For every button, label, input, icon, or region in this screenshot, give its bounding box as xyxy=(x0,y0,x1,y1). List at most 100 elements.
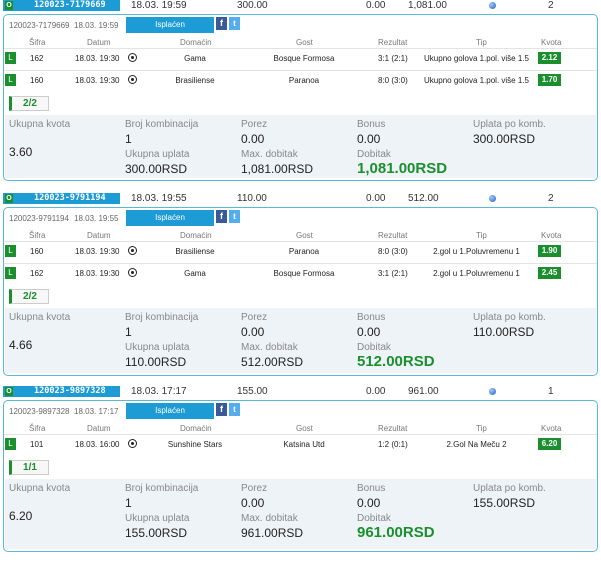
column-header-datum: Datum xyxy=(87,424,111,433)
paid-status-button[interactable]: Isplaćen xyxy=(126,403,214,419)
porez-label: Porez xyxy=(241,119,268,130)
max-dobitak-value: 1,081.00RSD xyxy=(241,162,314,176)
facebook-share-icon[interactable]: f xyxy=(216,403,227,416)
paid-status-button[interactable]: Isplaćen xyxy=(126,17,214,33)
ticket-payout: 1,081.00 xyxy=(408,0,447,11)
home-team: Gama xyxy=(184,54,206,63)
ticket-header: 120023-9791194 18.03. 19:55 Isplaćen f t xyxy=(4,208,597,228)
facebook-share-icon[interactable]: f xyxy=(216,17,227,30)
home-team: Brasiliense xyxy=(175,247,215,256)
max-dobitak-value: 512.00RSD xyxy=(241,355,304,369)
combination-button[interactable]: 2/2 xyxy=(9,96,49,111)
column-header-rezultat: Rezultat xyxy=(378,38,408,47)
column-header-gost: Gost xyxy=(296,424,313,433)
uplata-po-komb-value: 155.00RSD xyxy=(473,496,536,510)
away-team: Paranoa xyxy=(288,247,320,256)
ukupna-kvota-label: Ukupna kvota xyxy=(9,119,71,130)
max-dobitak-label: Max. dobitak xyxy=(241,513,298,524)
soccer-ball-icon xyxy=(128,439,137,448)
home-team: Brasiliense xyxy=(175,76,215,85)
ticket-header-datetime: 18.03. 19:59 xyxy=(74,21,119,30)
live-badge: L xyxy=(5,267,16,279)
ticket-payout: 512.00 xyxy=(408,193,439,204)
bet-tip: 2.gol u 1.Poluvremenu 1 xyxy=(433,269,520,278)
ticket-summary-bar[interactable]: O 120023-9897328 18.03. 17:17 155.00 0.00 961… xyxy=(0,386,601,398)
ticket-id-plain: 120023-7179669 xyxy=(9,21,70,30)
ticket-payout: 961.00 xyxy=(408,386,439,397)
match-row[interactable]: L 160 18.03. 19:30 Brasiliense Paranoa 8:0 (3… xyxy=(4,241,597,261)
ticket-details-card: 120023-7179669 18.03. 19:59 Isplaćen f t Šifr… xyxy=(3,14,598,181)
ticket-summary: Ukupna kvota 6.20 Broj kombinacija 1 Porez 0.… xyxy=(5,479,596,549)
twitter-share-icon[interactable]: t xyxy=(229,17,240,30)
ticket-id[interactable]: 120023-7179669 xyxy=(34,0,106,10)
ticket-id-box[interactable]: O 120023-7179669 xyxy=(3,0,120,11)
porez-value: 0.00 xyxy=(241,325,265,339)
max-dobitak-value: 961.00RSD xyxy=(241,526,304,540)
ukupna-kvota-value: 3.60 xyxy=(9,145,33,159)
uplata-po-komb-label: Uplata po komb. xyxy=(473,119,546,130)
column-header-sifra: Šifra xyxy=(29,424,46,433)
twitter-share-icon[interactable]: t xyxy=(229,403,240,416)
match-row[interactable]: L 162 18.03. 19:30 Gama Bosque Formosa 3:1 (2… xyxy=(4,263,597,283)
uplata-po-komb-value: 300.00RSD xyxy=(473,132,536,146)
facebook-share-icon[interactable]: f xyxy=(216,210,227,223)
match-code: 160 xyxy=(30,247,44,256)
column-header-datum: Datum xyxy=(87,231,111,240)
ticket-id-box[interactable]: O 120023-9897328 xyxy=(3,386,120,397)
odds-badge: 2.12 xyxy=(538,52,561,64)
match-code: 162 xyxy=(30,54,44,63)
match-row[interactable]: L 162 18.03. 19:30 Gama Bosque Formosa 3:1 (2… xyxy=(4,48,597,68)
ticket-header: 120023-9897328 18.03. 17:17 Isplaćen f t xyxy=(4,401,597,421)
ticket-datetime: 18.03. 19:55 xyxy=(131,193,187,204)
ticket-details-card: 120023-9897328 18.03. 17:17 Isplaćen f t Šifr… xyxy=(3,400,598,552)
bonus-value: 0.00 xyxy=(357,132,381,146)
home-team: Gama xyxy=(184,269,206,278)
column-header-tip: Tip xyxy=(476,231,487,240)
uplata-po-komb-label: Uplata po komb. xyxy=(473,312,546,323)
home-team: Sunshine Stars xyxy=(167,440,223,449)
ticket-datetime: 18.03. 19:59 xyxy=(131,0,187,11)
match-date: 18.03. 19:30 xyxy=(75,247,120,256)
combination-button[interactable]: 2/2 xyxy=(9,289,49,304)
dobitak-label: Dobitak xyxy=(357,513,391,524)
match-row[interactable]: L 101 18.03. 16:00 Sunshine Stars Katsina Ut… xyxy=(4,434,597,454)
ticket-header-datetime: 18.03. 17:17 xyxy=(74,407,119,416)
soccer-ball-icon xyxy=(128,53,137,62)
ticket-stake: 110.00 xyxy=(237,193,267,204)
bonus-value: 0.00 xyxy=(357,325,381,339)
column-header-kvota: Kvota xyxy=(541,424,562,433)
ticket-summary-bar[interactable]: O 120023-9791194 18.03. 19:55 110.00 0.00 512… xyxy=(0,193,601,205)
ticket-id-box[interactable]: O 120023-9791194 xyxy=(3,193,120,204)
bet-tip: Ukupno golova 1.pol. više 1.5 xyxy=(424,54,529,63)
ticket-details-card: 120023-9791194 18.03. 19:55 Isplaćen f t Šifr… xyxy=(3,207,598,376)
ukupna-uplata-value: 300.00RSD xyxy=(125,162,188,176)
broj-kombinacija-label: Broj kombinacija xyxy=(125,483,199,494)
odds-badge: 6.20 xyxy=(538,438,561,450)
max-dobitak-label: Max. dobitak xyxy=(241,149,298,160)
ticket-summary-bar[interactable]: O 120023-7179669 18.03. 19:59 300.00 0.00 1,0… xyxy=(0,0,601,12)
away-team: Katsina Utd xyxy=(283,440,325,449)
ticket-summary: Ukupna kvota 4.66 Broj kombinacija 1 Porez 0.… xyxy=(5,308,596,373)
dobitak-value: 1,081.00RSD xyxy=(357,160,448,177)
ticket-id[interactable]: 120023-9897328 xyxy=(34,386,106,396)
ticket-header: 120023-7179669 18.03. 19:59 Isplaćen f t xyxy=(4,15,597,35)
column-header-tip: Tip xyxy=(476,424,487,433)
column-header-sifra: Šifra xyxy=(29,231,46,240)
combination-button[interactable]: 1/1 xyxy=(9,460,49,475)
odds-badge: 2.45 xyxy=(538,267,561,279)
uplata-po-komb-value: 110.00RSD xyxy=(473,325,535,339)
ukupna-uplata-value: 155.00RSD xyxy=(125,526,188,540)
soccer-ball-icon xyxy=(128,246,137,255)
ukupna-kvota-value: 6.20 xyxy=(9,509,33,523)
twitter-share-icon[interactable]: t xyxy=(229,210,240,223)
ukupna-kvota-value: 4.66 xyxy=(9,338,33,352)
dobitak-value: 961.00RSD xyxy=(357,524,435,541)
ukupna-uplata-value: 110.00RSD xyxy=(125,355,187,369)
porez-label: Porez xyxy=(241,483,268,494)
porez-label: Porez xyxy=(241,312,268,323)
ticket-id-plain: 120023-9897328 xyxy=(9,407,70,416)
match-row[interactable]: L 160 18.03. 19:30 Brasiliense Paranoa 8:0 (3… xyxy=(4,70,597,90)
broj-kombinacija-value: 1 xyxy=(125,132,132,146)
ticket-id[interactable]: 120023-9791194 xyxy=(34,193,106,203)
paid-status-button[interactable]: Isplaćen xyxy=(126,210,214,226)
